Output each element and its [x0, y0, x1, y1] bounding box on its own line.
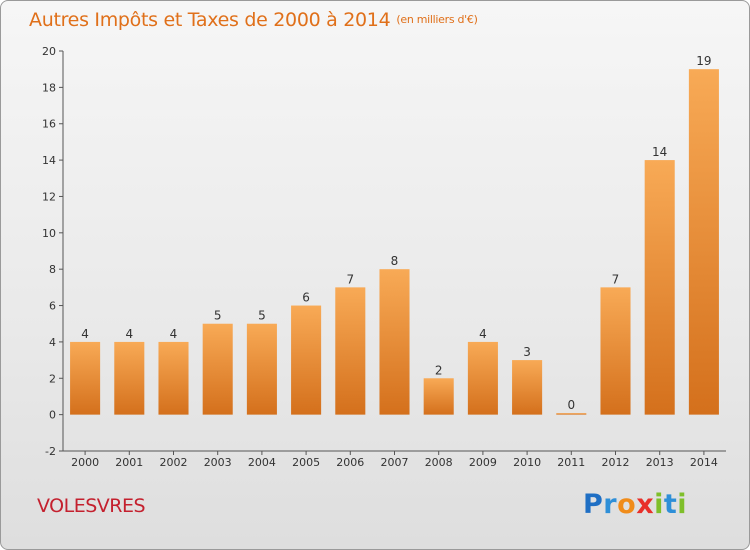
y-axis: -2 0 2 4 6 8 10 12 14 16 18 20: [42, 45, 64, 458]
x-tick-label: 2006: [336, 456, 364, 469]
bar-2003: [202, 323, 233, 415]
data-label-2003: 5: [214, 309, 222, 323]
y-tick-label: 8: [49, 263, 56, 276]
data-label-2007: 8: [391, 254, 399, 268]
x-tick-label: 2001: [115, 456, 143, 469]
chart-title: Autres Impôts et Taxes de 2000 à 2014 (en…: [29, 9, 478, 31]
y-tick-label: 14: [42, 154, 56, 167]
bar-2001: [114, 341, 145, 415]
bar-2005: [291, 305, 322, 415]
x-tick-label: 2013: [646, 456, 674, 469]
y-tick-label: 20: [42, 45, 56, 58]
logo-letter: r: [603, 489, 618, 520]
bar-2004: [246, 323, 277, 415]
x-tick-label: 2000: [71, 456, 99, 469]
data-label-2002: 4: [170, 327, 178, 341]
bar-2002: [158, 341, 189, 415]
bar-2008: [423, 378, 454, 415]
x-tick-label: 2009: [469, 456, 497, 469]
y-tick-label: 12: [42, 190, 56, 203]
x-tick-label: 2004: [248, 456, 276, 469]
commune-name: VOLESVRES: [37, 495, 146, 517]
y-tick-label: -2: [45, 445, 56, 458]
x-tick-label: 2008: [425, 456, 453, 469]
chart-title-text: Autres Impôts et Taxes de 2000 à 2014: [29, 9, 391, 31]
data-label-2012: 7: [612, 272, 620, 286]
x-tick-label: 2007: [381, 456, 409, 469]
data-label-2014: 19: [696, 54, 711, 68]
y-tick-label: 18: [42, 81, 56, 94]
proxiti-logo: Proxiti: [583, 489, 687, 520]
data-label-2011: 0: [567, 398, 575, 412]
bar-2012: [600, 287, 631, 415]
data-label-2006: 7: [346, 272, 354, 286]
x-tick-label: 2003: [204, 456, 232, 469]
bar-2013: [644, 160, 675, 415]
data-label-2001: 4: [125, 327, 133, 341]
bar-2007: [379, 269, 410, 415]
x-tick-label: 2012: [602, 456, 630, 469]
data-label-2010: 3: [523, 345, 531, 359]
logo-letter: i: [677, 489, 688, 520]
bar-2000: [70, 341, 101, 415]
x-tick-label: 2011: [557, 456, 585, 469]
data-label-2009: 4: [479, 327, 487, 341]
bar-2006: [335, 287, 366, 415]
x-tick-label: 2002: [160, 456, 188, 469]
bars: 4 4 4 5 5 6 7 8 2 4 3 0 7 14 19: [70, 54, 719, 415]
bar-2011: [556, 413, 587, 415]
logo-letter: t: [663, 489, 678, 520]
bar-2009: [467, 341, 498, 415]
x-axis: 2000 2001 2002 2003 2004 2005 2006 2007 2008 2009…: [63, 450, 726, 469]
x-tick-label: 2010: [513, 456, 541, 469]
x-tick-label: 2014: [690, 456, 718, 469]
logo-letter: o: [617, 489, 637, 520]
data-label-2005: 6: [302, 291, 310, 305]
data-label-2004: 5: [258, 309, 266, 323]
x-tick-label: 2005: [292, 456, 320, 469]
y-tick-label: 4: [49, 336, 56, 349]
y-tick-label: 6: [49, 300, 56, 313]
y-tick-label: 10: [42, 227, 56, 240]
y-tick-label: 0: [49, 409, 56, 422]
data-label-2013: 14: [652, 145, 667, 159]
bar-2014: [688, 69, 719, 415]
bar-2010: [512, 360, 543, 415]
data-label-2008: 2: [435, 363, 443, 377]
chart-unit: (en milliers d'€): [396, 13, 478, 26]
y-tick-label: 2: [49, 372, 56, 385]
logo-letter: i: [654, 489, 664, 520]
data-label-2000: 4: [81, 327, 89, 341]
y-tick-label: 16: [42, 118, 56, 131]
logo-letter: x: [636, 489, 655, 520]
logo-letter: P: [583, 489, 604, 520]
